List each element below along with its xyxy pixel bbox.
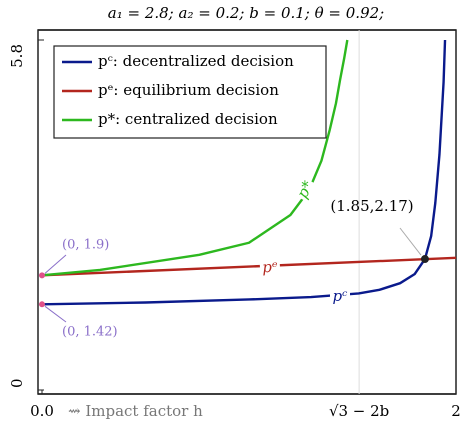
legend-label: p*: centralized decision xyxy=(98,110,278,128)
annotation: (0, 1.42) xyxy=(62,325,118,340)
y-tick-label: 0 xyxy=(8,378,26,388)
x-tick-label: 0.0 xyxy=(30,402,54,420)
legend-label: pᵉ: equilibrium decision xyxy=(98,81,279,99)
x-tick-label: 2 xyxy=(451,402,461,420)
legend: pᶜ: decentralized decision pᵉ: equilibriu… xyxy=(53,45,327,139)
curve-label-bg xyxy=(259,258,281,278)
legend-label: pᶜ: decentralized decision xyxy=(98,52,294,70)
line-series xyxy=(41,39,349,277)
curve-label-bg xyxy=(293,176,319,204)
legend-box xyxy=(53,45,327,139)
curve-label: pᵉ xyxy=(262,258,279,277)
chart-title: a₁ = 2.8; a₂ = 0.2; b = 0.1; θ = 0.92; xyxy=(108,4,384,22)
annotation-arrow xyxy=(44,254,67,274)
point-marker xyxy=(39,272,45,279)
curve-label: p* xyxy=(293,177,317,201)
annotation-arrow xyxy=(44,305,67,323)
annotation-leader xyxy=(399,227,422,256)
line-series xyxy=(41,39,447,306)
x-tick-label: √3 − 2b xyxy=(329,402,389,420)
curve-label: pᶜ xyxy=(333,287,348,305)
annotation: (1.85,2.17) xyxy=(330,197,413,215)
curve-label-bg xyxy=(330,288,350,306)
x-axis-label: ⇝ Impact factor h xyxy=(68,402,203,420)
line-series xyxy=(41,256,457,277)
y-tick-label: 5.8 xyxy=(8,44,26,68)
annotation: (0, 1.9) xyxy=(62,238,109,253)
point-marker xyxy=(420,255,429,264)
point-marker xyxy=(39,301,45,308)
